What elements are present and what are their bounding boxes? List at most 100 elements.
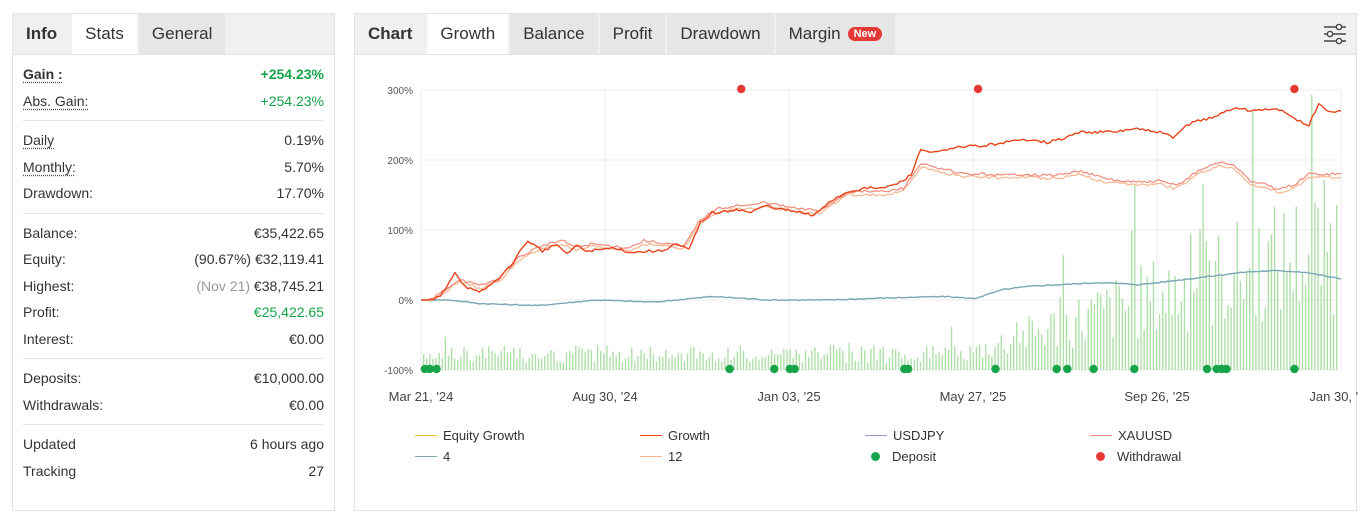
volume-bar [1329,223,1332,370]
volume-bar [587,349,589,370]
volume-bar [435,357,437,370]
stat-value: +254.23% [260,66,324,83]
deposit-marker [991,364,1000,374]
volume-bar [950,326,953,370]
volume-bar [609,356,611,370]
tab-info[interactable]: Info [26,24,58,43]
volume-bar [1124,310,1127,370]
volume-bar [1121,298,1124,370]
volume-bar [916,357,919,370]
stat-value: 17.70% [276,185,324,202]
stat-value: €0.00 [288,330,324,347]
stat-label: Updated [23,436,76,453]
volume-bar [758,360,760,370]
volume-bar [826,353,829,370]
volume-bar [559,361,561,370]
volume-bar [1317,207,1319,370]
volume-bar [941,355,943,370]
stat-label[interactable]: Abs. Gain: [23,92,89,109]
volume-bar [1283,212,1285,370]
volume-bar [1140,265,1142,370]
tab-general[interactable]: General [138,14,226,54]
volume-bar [1289,262,1291,370]
volume-bar [994,347,996,370]
tab-stats[interactable]: Stats [72,14,137,54]
legend-item[interactable]: Growth [640,428,865,443]
volume-bar [1155,330,1158,370]
legend-item[interactable]: XAUUSD [1090,428,1315,443]
chart-legend: Equity Growth Growth USDJPY XAUUSD 4 12 Deposi… [415,428,1315,464]
volume-bar [509,351,512,370]
tab-margin[interactable]: Margin New [775,14,896,54]
volume-bar [801,362,804,370]
volume-bar [860,346,863,370]
volume-bar [1239,281,1242,370]
volume-bar [767,354,770,370]
volume-bar [1016,322,1018,370]
volume-bar [786,349,788,370]
stat-label: Tracking [23,462,77,479]
volume-bar [1264,307,1266,370]
volume-bar [730,359,732,370]
tab-growth[interactable]: Growth [427,14,509,54]
volume-bar [798,354,801,370]
volume-bar [929,357,931,370]
tab-profit[interactable]: Profit [599,14,666,54]
stat-interest: Interest: €0.00 [23,326,324,353]
legend-item[interactable]: 12 [640,449,865,464]
volume-bar [1118,285,1120,370]
volume-bar [683,361,686,370]
stat-monthly: Monthly: 5.70% [23,154,324,181]
new-badge: New [847,27,883,41]
x-tick-label: Sep 26, '25 [1124,389,1189,404]
volume-bar [1103,308,1105,370]
volume-bar [1304,284,1307,370]
volume-bar [1053,313,1055,370]
volume-bar [621,361,624,370]
stat-value: 0.19% [284,132,324,149]
volume-bar [1081,331,1083,370]
volume-bar [649,346,652,370]
tab-chart[interactable]: Chart [368,24,413,43]
volume-bar [832,345,835,370]
stat-equity: Equity: (90.67%) €32,119.41 [23,246,324,273]
legend-item[interactable]: 4 [415,449,640,464]
volume-bar [1276,269,1279,370]
volume-bar [553,351,555,370]
stat-tracking: Tracking 27 [23,458,324,485]
volume-bar [947,349,950,370]
volume-bar [637,355,639,370]
stat-label: Withdrawals: [23,396,104,413]
volume-bar [1009,343,1012,370]
stat-label[interactable]: Monthly: [23,158,76,175]
volume-bar [1137,337,1139,370]
stat-label[interactable]: Daily [23,132,55,149]
legend-item[interactable]: Deposit [865,449,1090,464]
tab-drawdown[interactable]: Drawdown [667,14,774,54]
volume-bar [432,358,434,370]
tab-balance[interactable]: Balance [510,14,598,54]
volume-bar [1047,328,1049,370]
volume-bar [1000,335,1002,370]
legend-item[interactable]: USDJPY [865,428,1090,443]
legend-item[interactable]: Withdrawal [1090,449,1315,464]
volume-bar [776,354,779,370]
volume-bar [1224,318,1226,370]
volume-bar [935,354,937,370]
volume-bar [820,358,822,370]
volume-bar [1314,202,1316,370]
volume-bar [513,347,515,370]
volume-bar [1065,314,1068,370]
legend-item[interactable]: Equity Growth [415,428,640,443]
y-tick-label: 300% [387,86,413,97]
volume-bar [696,358,698,370]
divider [23,424,324,425]
volume-bar [447,356,450,370]
stat-label: Drawdown: [23,185,94,202]
stat-label[interactable]: Gain : [23,66,63,83]
volume-bar [863,350,866,370]
volume-bar [1127,306,1130,370]
chart-settings-button[interactable] [1314,14,1356,54]
volume-bar [1075,316,1077,370]
volume-bar [1087,309,1089,370]
